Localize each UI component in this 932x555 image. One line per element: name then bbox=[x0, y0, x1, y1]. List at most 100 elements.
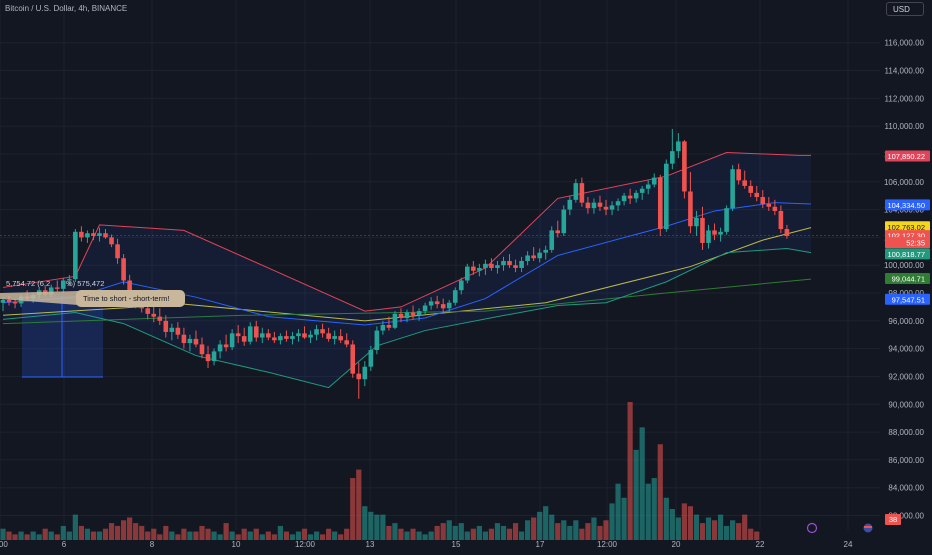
candle-body bbox=[573, 183, 579, 200]
volume-bar bbox=[597, 525, 603, 540]
volume-bar bbox=[181, 528, 187, 540]
bollinger-lower bbox=[2, 248, 812, 389]
volume-bar bbox=[344, 528, 350, 540]
volume-bar bbox=[72, 514, 78, 540]
time-tick-label: 15 bbox=[452, 540, 461, 549]
volume-bar bbox=[452, 525, 458, 540]
price-tick-label: 88,000.00 bbox=[888, 428, 924, 437]
currency-button[interactable]: USD bbox=[886, 2, 924, 16]
candle-body bbox=[181, 334, 187, 344]
volume-bar bbox=[561, 520, 567, 540]
volume-bar bbox=[42, 528, 48, 540]
candle-body bbox=[754, 192, 760, 198]
candle-body bbox=[247, 326, 253, 342]
price-tick-label: 92,000.00 bbox=[888, 372, 924, 381]
volume-bar bbox=[313, 531, 320, 540]
candle-body bbox=[458, 280, 464, 291]
lightning-icon bbox=[806, 522, 818, 534]
candle-body bbox=[543, 249, 548, 253]
candle-body bbox=[308, 334, 313, 338]
volume-bar bbox=[675, 517, 681, 540]
volume-bar bbox=[60, 525, 66, 540]
volume-bar bbox=[133, 523, 139, 540]
candle-body bbox=[235, 333, 241, 337]
candle-body bbox=[380, 324, 386, 331]
volume-bar bbox=[265, 531, 271, 540]
volume-bar bbox=[428, 531, 434, 540]
candle-body bbox=[579, 183, 585, 203]
candle-body bbox=[627, 195, 633, 199]
candle-body bbox=[772, 206, 778, 211]
price-badge-label: 97,547.51 bbox=[892, 295, 925, 304]
volume-bar bbox=[705, 517, 712, 540]
candle-body bbox=[187, 338, 193, 344]
candle-body bbox=[211, 351, 217, 362]
volume-bar bbox=[392, 523, 398, 540]
volume-bar bbox=[609, 503, 615, 540]
candle-body bbox=[422, 305, 428, 312]
candle-body bbox=[169, 327, 175, 332]
candle-body bbox=[392, 313, 398, 328]
volume-bars bbox=[0, 402, 760, 540]
candle-body bbox=[67, 279, 72, 281]
price-badge bbox=[885, 221, 930, 233]
candle-body bbox=[670, 151, 675, 164]
candle-body bbox=[760, 197, 766, 205]
price-badge-label: 100,818.77 bbox=[887, 250, 925, 259]
volume-bar bbox=[742, 514, 748, 540]
price-tick-label: 112,000.00 bbox=[885, 94, 925, 103]
candle-body bbox=[151, 313, 157, 317]
time-tick-label: 6 bbox=[62, 540, 67, 549]
volume-bar bbox=[711, 520, 718, 540]
candle-body bbox=[320, 329, 325, 334]
volume-bar bbox=[307, 534, 314, 540]
volume-bar bbox=[651, 478, 657, 540]
volume-bar bbox=[235, 534, 241, 540]
volume-bar bbox=[223, 523, 229, 540]
volume-bar bbox=[410, 528, 416, 540]
volume-bar bbox=[512, 523, 519, 540]
candle-body bbox=[676, 141, 681, 152]
volume-bar bbox=[289, 534, 296, 540]
volume-bar bbox=[199, 525, 205, 540]
candle-body bbox=[633, 192, 639, 199]
candle-body bbox=[567, 199, 573, 210]
volume-bar bbox=[374, 514, 380, 540]
candle-body bbox=[314, 329, 319, 335]
volume-bar bbox=[470, 528, 476, 540]
bollinger-upper bbox=[2, 152, 812, 312]
volume-bar bbox=[754, 531, 760, 540]
price-badge bbox=[885, 293, 930, 305]
volume-bar bbox=[567, 525, 573, 540]
candle-body bbox=[784, 229, 790, 236]
volume-bar bbox=[663, 497, 669, 540]
volume-bar bbox=[18, 531, 24, 540]
volume-bar bbox=[748, 528, 754, 540]
price-tick-label: 86,000.00 bbox=[888, 456, 924, 465]
volume-bar bbox=[494, 523, 501, 540]
candle-body bbox=[446, 302, 452, 309]
candle-body bbox=[591, 202, 597, 209]
candle-body bbox=[404, 312, 410, 319]
candle-body bbox=[368, 350, 374, 367]
candle-body bbox=[615, 201, 621, 206]
volume-bar bbox=[458, 523, 464, 540]
volume-bar bbox=[681, 503, 687, 540]
volume-bar bbox=[326, 528, 332, 540]
price-tick-label: 82,000.00 bbox=[888, 512, 924, 521]
price-badge bbox=[885, 237, 930, 249]
candle-body bbox=[217, 344, 223, 352]
candle-body bbox=[61, 280, 66, 289]
candle-body bbox=[730, 169, 735, 209]
candle-body bbox=[736, 169, 741, 181]
candle-body bbox=[199, 344, 205, 355]
candles bbox=[0, 128, 790, 399]
candle-body bbox=[296, 333, 301, 337]
candle-body bbox=[645, 184, 651, 189]
candle-body bbox=[362, 366, 368, 380]
candle-body bbox=[374, 330, 380, 351]
volume-bar bbox=[48, 531, 54, 540]
candle-body bbox=[127, 280, 132, 299]
